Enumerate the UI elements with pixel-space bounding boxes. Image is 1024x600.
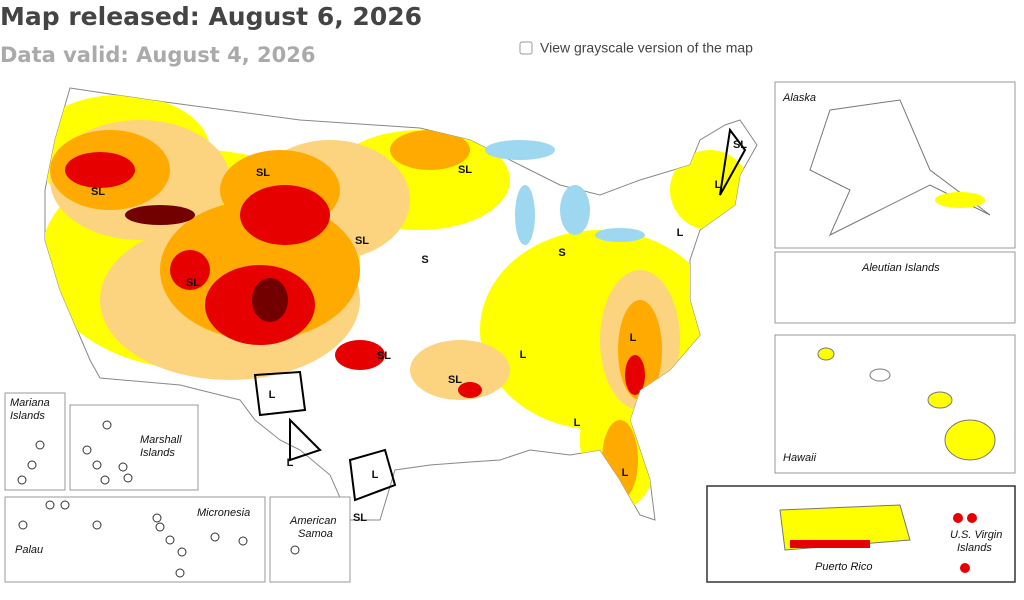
inset-label: Palau bbox=[15, 544, 43, 556]
inset-label: Micronesia bbox=[197, 507, 250, 519]
map-label: L bbox=[520, 349, 527, 361]
map-label: SL bbox=[733, 139, 747, 151]
grayscale-label[interactable]: View grayscale version of the map bbox=[540, 40, 753, 56]
inset-label: Hawaii bbox=[783, 452, 817, 464]
title: Map released: August 6, 2026 bbox=[0, 2, 422, 31]
map-label: L bbox=[574, 417, 581, 429]
marshall-inset bbox=[69, 404, 199, 491]
inset-label: Islands bbox=[10, 410, 45, 422]
conus-map bbox=[44, 87, 758, 521]
map-label: SL bbox=[186, 277, 200, 289]
map-label: SL bbox=[355, 235, 369, 247]
map-label: SL bbox=[353, 512, 367, 524]
micronesia-inset bbox=[4, 496, 266, 583]
inset-label: Islands bbox=[140, 447, 175, 459]
inset-label: Alaska bbox=[782, 92, 816, 104]
inset-label: Islands bbox=[957, 542, 992, 554]
inset-label: Samoa bbox=[298, 528, 333, 540]
map-label: SL bbox=[448, 374, 462, 386]
map-label: SL bbox=[377, 350, 391, 362]
inset-label: American bbox=[289, 515, 336, 527]
map-label: L bbox=[372, 469, 379, 481]
subtitle: Data valid: August 4, 2026 bbox=[0, 43, 316, 67]
map-label: L bbox=[622, 467, 629, 479]
map-label: S bbox=[558, 247, 565, 259]
inset-label: Mariana bbox=[10, 397, 50, 409]
inset-label: U.S. Virgin bbox=[950, 529, 1002, 541]
map-label: L bbox=[269, 389, 276, 401]
map-label: L bbox=[630, 332, 637, 344]
inset-label: Puerto Rico bbox=[815, 561, 872, 573]
map-label: SL bbox=[458, 164, 472, 176]
inset-label: Aleutian Islands bbox=[861, 262, 940, 274]
aleutian-inset bbox=[774, 251, 1016, 324]
samoa-inset bbox=[269, 496, 351, 583]
inset-label: Marshall bbox=[140, 434, 182, 446]
map-label: SL bbox=[91, 186, 105, 198]
grayscale-checkbox[interactable] bbox=[519, 41, 533, 55]
map-label: SL bbox=[256, 167, 270, 179]
mariana-inset bbox=[4, 392, 66, 491]
map-label: L bbox=[677, 227, 684, 239]
map-label: L bbox=[715, 179, 722, 191]
map-label: L bbox=[287, 457, 294, 469]
map-label: S bbox=[421, 254, 428, 266]
